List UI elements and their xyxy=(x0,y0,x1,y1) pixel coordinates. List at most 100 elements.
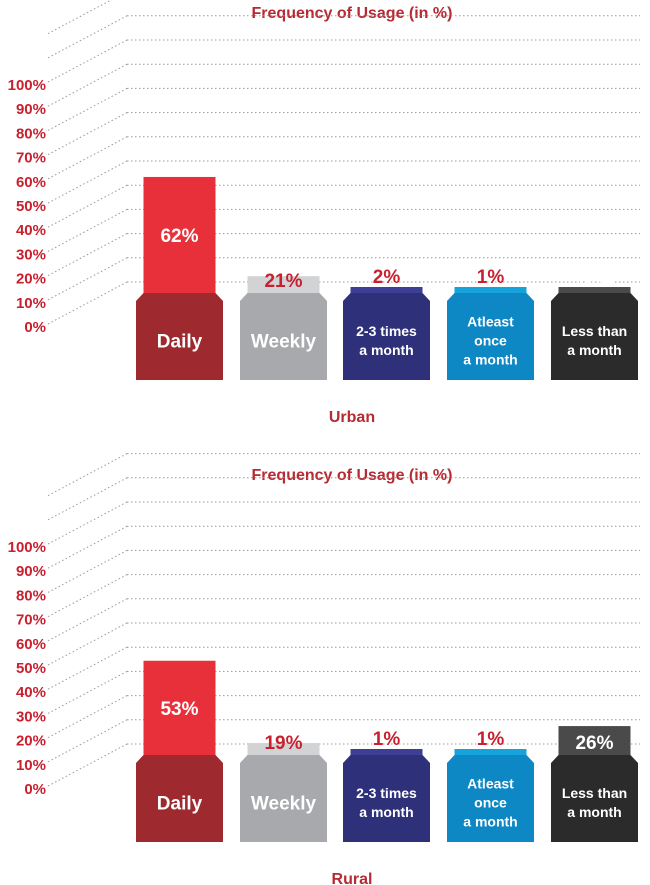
x-tick-label: a month xyxy=(567,804,621,820)
y-tick-label: 70% xyxy=(16,612,46,629)
y-tick-label: 100% xyxy=(8,77,46,94)
bar-group-0: 62% Daily xyxy=(136,176,223,380)
chart-title: Frequency of Usage (in %) xyxy=(252,5,453,22)
y-tick-label: 40% xyxy=(16,684,46,701)
bar-base xyxy=(240,755,327,842)
bar-value-label: 1% xyxy=(477,729,505,750)
bar-group-0: 53% Daily xyxy=(136,660,223,842)
bar xyxy=(350,287,423,295)
y-tick-label: 90% xyxy=(16,101,46,118)
y-tick-label: 100% xyxy=(8,539,46,556)
x-tick-label: Weekly xyxy=(251,794,317,815)
bar xyxy=(558,726,631,757)
y-tick-label: 30% xyxy=(16,708,46,725)
gridline-slant xyxy=(47,184,128,228)
y-tick-label: 10% xyxy=(16,295,46,312)
y-tick-label: 80% xyxy=(16,125,46,142)
x-tick-label: a month xyxy=(463,814,517,830)
gridline-slant xyxy=(47,525,128,569)
x-tick-label: Daily xyxy=(157,332,203,353)
y-tick-label: 80% xyxy=(16,587,46,604)
bar xyxy=(454,749,527,757)
gridline-slant xyxy=(47,39,128,83)
bar xyxy=(247,743,320,757)
x-tick-label: once xyxy=(474,333,507,349)
gridline-slant xyxy=(47,646,128,690)
bar-value-label: 26% xyxy=(575,733,613,754)
y-axis: 0% 10% 20% 30% 40% 50% 60% 70% 80% 90% 100% xyxy=(8,77,46,336)
bar-base xyxy=(240,293,327,380)
gridline-slant xyxy=(47,136,128,180)
gridline-slant xyxy=(47,719,128,763)
bar-group-4: 14% Less than a month xyxy=(551,271,638,380)
y-tick-label: 30% xyxy=(16,246,46,263)
y-tick-label: 0% xyxy=(24,781,46,798)
bar-base xyxy=(136,755,223,842)
y-tick-label: 90% xyxy=(16,563,46,580)
x-tick-label: Atleast xyxy=(467,314,514,330)
gridline-slant xyxy=(47,233,128,277)
y-tick-label: 40% xyxy=(16,222,46,239)
x-tick-label: Less than xyxy=(562,323,627,339)
y-tick-label: 60% xyxy=(16,174,46,191)
y-tick-label: 20% xyxy=(16,271,46,288)
bar-group-1: 19% Weekly xyxy=(240,733,327,842)
gridline-slant xyxy=(47,453,128,497)
y-axis: 0% 10% 20% 30% 40% 50% 60% 70% 80% 90% 100% xyxy=(8,539,46,798)
bar-base xyxy=(447,293,534,380)
y-tick-label: 0% xyxy=(24,319,46,336)
y-tick-label: 60% xyxy=(16,636,46,653)
y-tick-label: 50% xyxy=(16,660,46,677)
bar xyxy=(350,749,423,757)
y-tick-label: 10% xyxy=(16,757,46,774)
bar-value-label: 62% xyxy=(160,226,198,247)
gridline-slant xyxy=(47,574,128,618)
gridlines xyxy=(47,0,640,325)
x-axis-label: Urban xyxy=(329,409,375,426)
gridline-slant xyxy=(47,208,128,252)
chart-panel-1: Frequency of Usage (in %) 0% 10% 20% 30% 40% 5… xyxy=(8,453,640,885)
gridline-slant xyxy=(47,15,128,59)
gridline-slant xyxy=(47,695,128,739)
gridlines xyxy=(47,453,640,787)
x-tick-label: a month xyxy=(359,804,413,820)
bar-value-label: 21% xyxy=(264,271,302,292)
x-tick-label: Weekly xyxy=(251,332,317,353)
bar-value-label: 19% xyxy=(264,733,302,754)
bar-group-1: 21% Weekly xyxy=(240,271,327,380)
gridline-slant xyxy=(47,87,128,131)
bar-value-label: 14% xyxy=(575,271,613,292)
gridline-slant xyxy=(47,63,128,107)
x-tick-label: Daily xyxy=(157,794,203,815)
gridline-slant xyxy=(47,598,128,642)
bar-base xyxy=(447,755,534,842)
x-tick-label: Atleast xyxy=(467,776,514,792)
gridline-slant xyxy=(47,670,128,714)
gridline-slant xyxy=(47,549,128,593)
chart-panel-0: Frequency of Usage (in %) 0% 10% 20% 30% 40% 5… xyxy=(8,0,640,426)
gridline-slant xyxy=(47,112,128,156)
bar-base xyxy=(551,293,638,380)
bar-base xyxy=(551,755,638,842)
y-tick-label: 70% xyxy=(16,150,46,167)
bar-base xyxy=(343,755,430,842)
gridline-slant xyxy=(47,501,128,545)
x-tick-label: a month xyxy=(359,342,413,358)
bar-base xyxy=(343,293,430,380)
bar-group-4: 26% Less than a month xyxy=(551,726,638,842)
bar-base xyxy=(136,293,223,380)
bar xyxy=(143,660,216,757)
bar-value-label: 1% xyxy=(373,729,401,750)
bar-value-label: 53% xyxy=(160,699,198,720)
gridline-slant xyxy=(47,0,113,35)
bar xyxy=(454,287,527,295)
gridline-slant xyxy=(47,281,128,325)
gridline-slant xyxy=(47,743,128,787)
gridline-slant xyxy=(47,622,128,666)
x-axis-label: Rural xyxy=(332,871,373,885)
x-tick-label: once xyxy=(474,795,507,811)
x-tick-label: a month xyxy=(463,352,517,368)
bar-group-2: 2% 2-3 times a month xyxy=(343,267,430,380)
